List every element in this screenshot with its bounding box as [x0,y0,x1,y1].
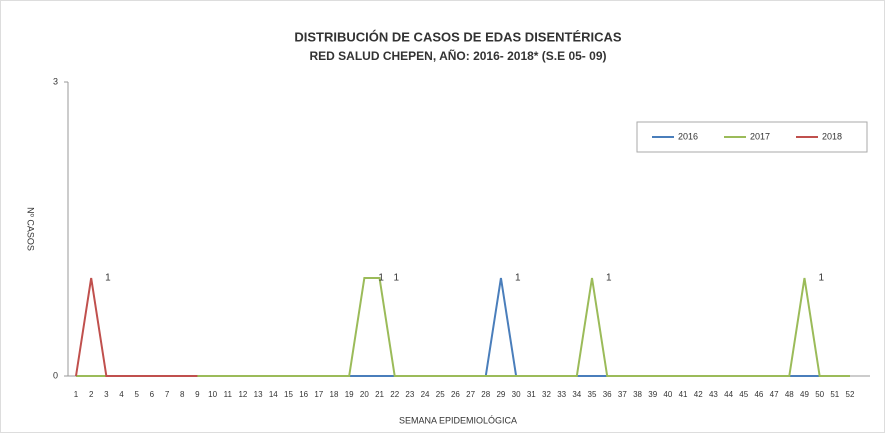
x-tick-label: 26 [451,390,460,399]
chart-subtitle: RED SALUD CHEPEN, AÑO: 2016- 2018* (S.E … [310,48,607,63]
x-tick-label: 14 [269,390,278,399]
x-tick-label: 46 [754,390,763,399]
x-tick-label: 44 [724,390,733,399]
series-line [76,277,850,377]
x-tick-label: 9 [195,390,200,399]
x-axis-label: SEMANA EPIDEMIOLÓGICA [399,415,517,425]
data-label: 1 [515,273,521,284]
y-tick-label: 0 [53,370,58,380]
chart-title: DISTRIBUCIÓN DE CASOS DE EDAS DISENTÉRIC… [294,29,622,44]
x-tick-label: 8 [180,390,185,399]
x-tick-label: 35 [588,390,597,399]
x-tick-label: 48 [785,390,794,399]
x-tick-label: 52 [846,390,855,399]
x-tick-label: 49 [800,390,809,399]
x-tick-label: 15 [284,390,293,399]
data-label: 1 [105,273,111,284]
legend-label: 2017 [750,131,770,141]
x-tick-label: 41 [679,390,688,399]
data-label: 1 [818,273,824,284]
x-tick-label: 25 [436,390,445,399]
legend-label: 2018 [822,131,842,141]
x-tick-label: 27 [466,390,475,399]
series-line [75,277,198,377]
x-tick-label: 32 [542,390,551,399]
y-axis-label: Nº CASOS [26,207,36,251]
x-tick-label: 11 [224,390,233,399]
x-tick-label: 6 [150,390,155,399]
x-tick-label: 23 [405,390,414,399]
x-tick-label: 51 [830,390,839,399]
x-tick-label: 45 [739,390,748,399]
y-tick-label: 3 [53,76,58,86]
data-label: 1 [394,273,400,284]
x-tick-label: 2 [89,390,94,399]
x-tick-label: 18 [330,390,339,399]
x-tick-label: 37 [618,390,627,399]
data-label: 1 [606,273,612,284]
x-tick-label: 40 [663,390,672,399]
x-tick-label: 5 [134,390,139,399]
x-tick-label: 43 [709,390,718,399]
x-tick-label: 42 [694,390,703,399]
x-tick-label: 4 [119,390,124,399]
x-tick-label: 21 [375,390,384,399]
x-tick-label: 36 [603,390,612,399]
x-tick-label: 38 [633,390,642,399]
x-tick-label: 10 [208,390,217,399]
x-tick-label: 30 [512,390,521,399]
x-tick-label: 24 [421,390,430,399]
x-tick-label: 28 [481,390,490,399]
x-tick-label: 7 [165,390,170,399]
x-tick-label: 1 [74,390,79,399]
x-tick-label: 47 [770,390,779,399]
x-tick-label: 22 [390,390,399,399]
legend-label: 2016 [678,131,698,141]
data-label: 1 [378,273,384,284]
x-tick-label: 3 [104,390,109,399]
x-tick-label: 19 [345,390,354,399]
x-tick-label: 20 [360,390,369,399]
x-tick-label: 17 [314,390,323,399]
x-tick-label: 12 [238,390,247,399]
x-tick-label: 33 [557,390,566,399]
x-tick-label: 50 [815,390,824,399]
legend [636,121,868,153]
x-tick-label: 39 [648,390,657,399]
x-tick-label: 13 [254,390,263,399]
x-tick-label: 34 [572,390,581,399]
x-tick-label: 29 [496,390,505,399]
x-tick-label: 16 [299,390,308,399]
x-tick-label: 31 [527,390,536,399]
